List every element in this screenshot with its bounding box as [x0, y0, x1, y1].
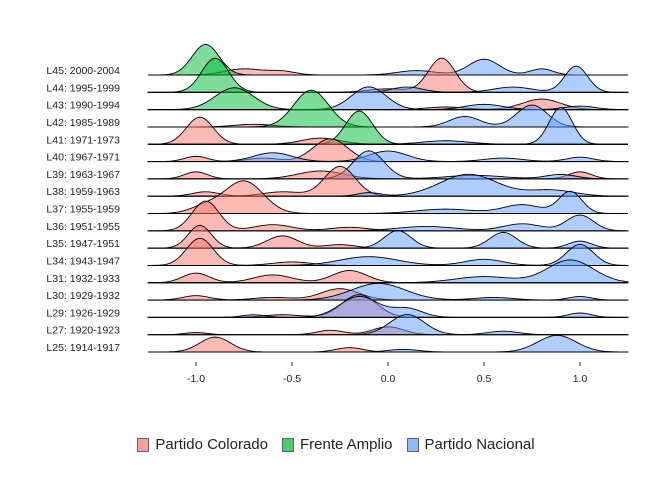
- row-label: L39: 1963-1967: [46, 169, 120, 181]
- x-tick-label: -1.0: [187, 373, 205, 385]
- ridge-row: [148, 334, 629, 353]
- ridge-row: [147, 259, 629, 284]
- row-label: L30: 1929-1932: [46, 290, 120, 302]
- ridge-row: [147, 138, 629, 163]
- legend-label: Frente Amplio: [299, 436, 393, 453]
- row-label: L41: 1971-1973: [46, 134, 120, 146]
- row-label: L35: 1947-1951: [46, 238, 120, 250]
- x-tick-label: 0.5: [477, 373, 492, 385]
- row-label: L44: 1995-1999: [46, 82, 120, 94]
- legend-item: Partido Nacional: [406, 436, 535, 453]
- ridge-row: [147, 282, 629, 301]
- ridges: [147, 43, 629, 353]
- row-label: L27: 1920-1923: [46, 325, 120, 337]
- density-curve: [147, 282, 629, 301]
- legend-item: Partido Colorado: [137, 436, 268, 453]
- row-label: L45: 2000-2004: [46, 65, 120, 77]
- ridge-row: [147, 86, 629, 111]
- row-label: L40: 1967-1971: [46, 152, 120, 164]
- ridge-row: [147, 314, 629, 336]
- ridge-row: [147, 294, 629, 318]
- legend-swatch: [281, 437, 294, 452]
- legend-label: Partido Nacional: [424, 436, 535, 453]
- ridge-row: [147, 107, 628, 145]
- row-label: L34: 1943-1947: [46, 255, 120, 267]
- ridge-row: [147, 180, 628, 214]
- x-tick-label: 0.0: [381, 373, 396, 385]
- legend-swatch: [406, 437, 419, 452]
- density-curve: [147, 150, 629, 163]
- row-label: L37: 1955-1959: [46, 204, 120, 216]
- ridge-row: [147, 150, 629, 180]
- row-label: L42: 1985-1989: [46, 117, 120, 129]
- row-label: L29: 1926-1929: [46, 307, 120, 319]
- legend-item: Frente Amplio: [281, 436, 393, 453]
- legend-swatch: [137, 437, 150, 452]
- legend-label: Partido Colorado: [155, 436, 268, 453]
- row-label: L31: 1932-1933: [46, 273, 120, 285]
- row-label: L38: 1959-1963: [46, 186, 120, 198]
- ridge-row: [147, 224, 629, 249]
- row-label: L43: 1990-1994: [46, 100, 120, 112]
- row-labels: L45: 2000-2004 L44: 1995-1999 L43: 1990-19…: [46, 65, 120, 354]
- row-label: L25: 1914-1917: [46, 342, 120, 354]
- x-tick-label: 1.0: [573, 373, 588, 385]
- row-label: L36: 1951-1955: [46, 221, 120, 233]
- x-axis: -1.0 -0.5 0.0 0.5 1.0: [187, 362, 587, 385]
- legend: Partido Colorado Frente Amplio Partido Nac…: [0, 436, 672, 453]
- x-tick-label: -0.5: [283, 373, 301, 385]
